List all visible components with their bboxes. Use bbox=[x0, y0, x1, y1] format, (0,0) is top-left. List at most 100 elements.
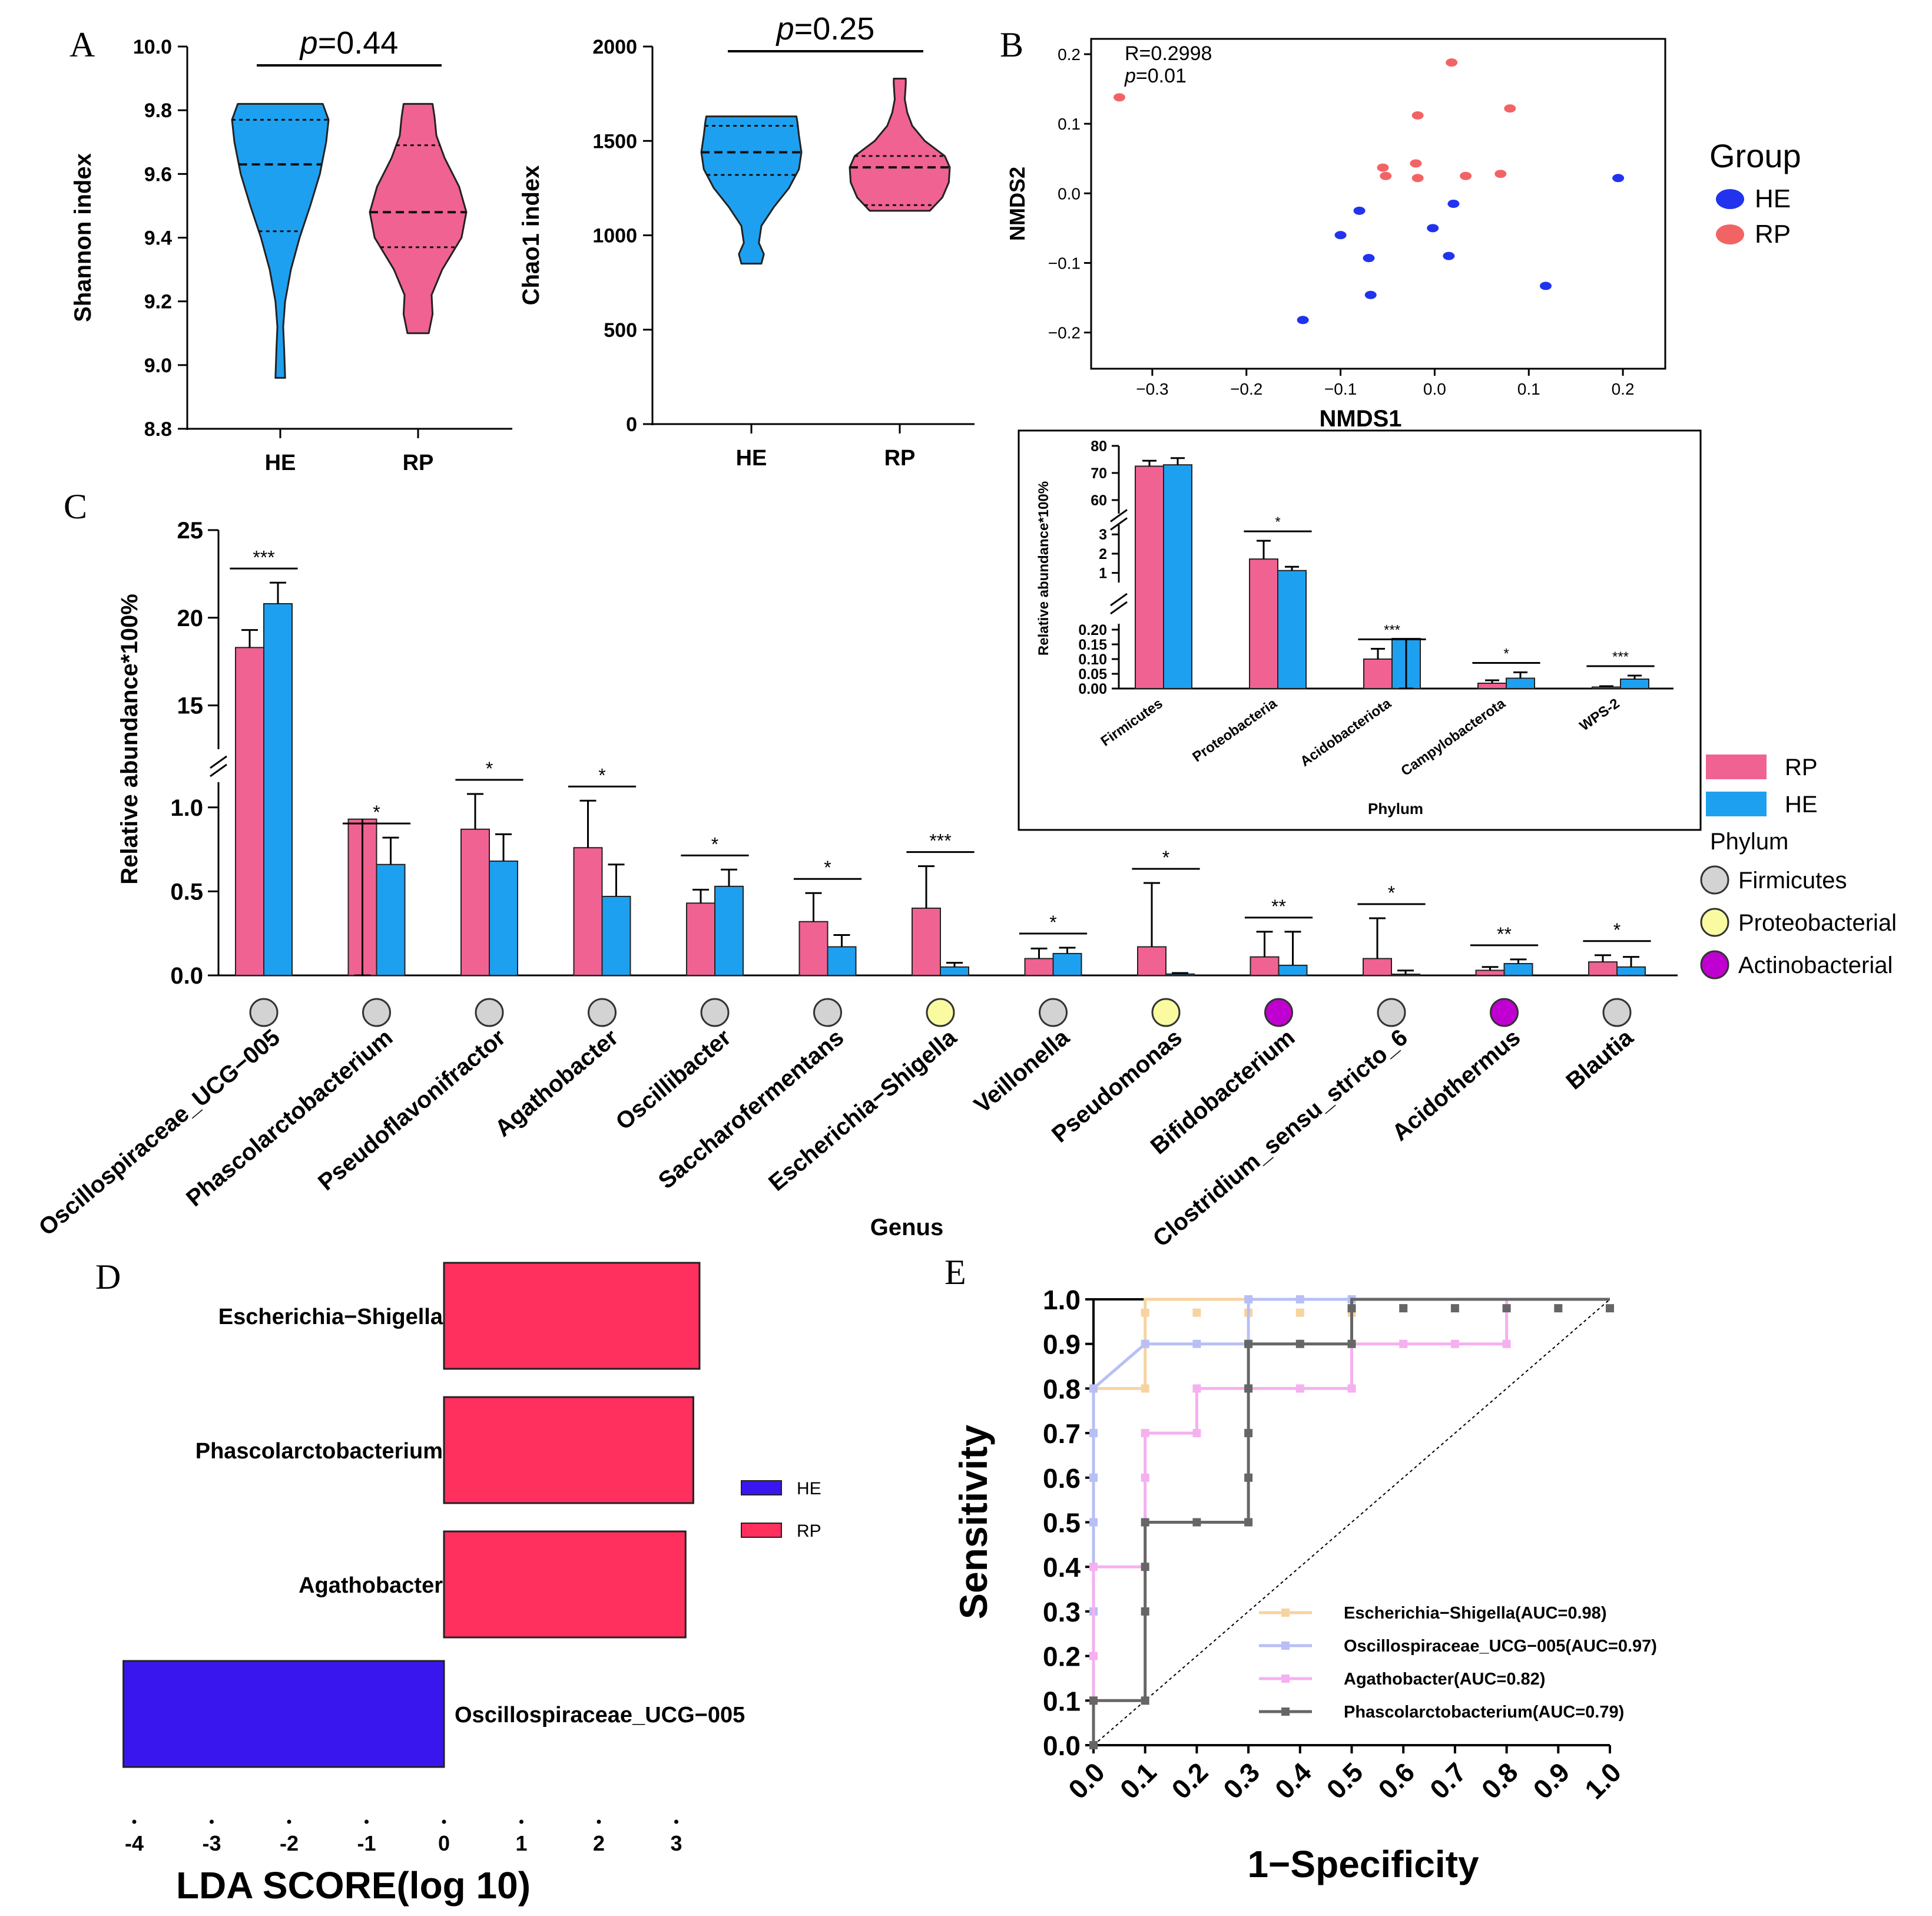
x-axis-label: LDA SCORE(log 10) bbox=[176, 1864, 531, 1907]
roc-marker bbox=[1089, 1563, 1098, 1571]
x-tick-label: 0.2 bbox=[1612, 380, 1635, 398]
phylum-dot bbox=[1602, 998, 1632, 1027]
legend-swatch-he bbox=[1706, 792, 1767, 816]
x-tick-dot bbox=[210, 1819, 214, 1824]
x-tick-label: RP bbox=[403, 451, 434, 475]
p-symbol: p bbox=[1124, 65, 1136, 87]
axis-break-mark bbox=[1110, 601, 1128, 615]
legend-title: Phylum bbox=[1710, 829, 1788, 855]
bar-rp bbox=[1137, 946, 1167, 977]
lda-label: Oscillospiraceae_UCG−005 bbox=[455, 1703, 745, 1728]
y-tick-label: 0.00 bbox=[1078, 681, 1107, 697]
roc-marker bbox=[1347, 1339, 1356, 1348]
bar-rp bbox=[686, 902, 715, 977]
panel-label-b: B bbox=[1000, 25, 1023, 64]
legend-label: Oscillospiraceae_UCG−005(AUC=0.97) bbox=[1344, 1637, 1657, 1656]
point-rp bbox=[1411, 174, 1424, 183]
roc-marker bbox=[1089, 1429, 1098, 1438]
y-tick-label: −0.2 bbox=[1048, 324, 1081, 342]
x-tick-label: RP bbox=[884, 446, 916, 471]
y-tick-label: 10.0 bbox=[133, 36, 172, 58]
roc-marker bbox=[1502, 1339, 1511, 1348]
y-tick-label: 9.0 bbox=[144, 355, 172, 377]
roc-marker bbox=[1192, 1518, 1201, 1527]
phylum-dot bbox=[475, 998, 504, 1027]
bar-rp bbox=[1363, 958, 1392, 977]
roc-marker bbox=[1244, 1473, 1253, 1482]
significance-stars: * bbox=[1162, 847, 1169, 868]
bar-he bbox=[1052, 952, 1082, 977]
roc-marker bbox=[1089, 1518, 1098, 1527]
x-tick-label: 3 bbox=[670, 1831, 682, 1855]
bar-he bbox=[714, 885, 744, 977]
point-rp bbox=[1494, 170, 1507, 178]
legend-dot-proteo bbox=[1700, 908, 1729, 937]
bar-he bbox=[827, 946, 857, 977]
x-tick-dot bbox=[674, 1819, 678, 1824]
x-tick-label: 0.8 bbox=[1476, 1756, 1524, 1805]
point-he bbox=[1540, 282, 1552, 290]
x-tick-label: 0.4 bbox=[1269, 1756, 1317, 1805]
significance-stars: ** bbox=[1497, 924, 1512, 945]
stat-r: R=0.2998 bbox=[1125, 42, 1212, 65]
y-tick-label: 9.2 bbox=[144, 291, 172, 313]
x-tick-dot bbox=[596, 1819, 601, 1824]
roc-marker bbox=[1141, 1563, 1149, 1571]
p-value-label: p=0.44 bbox=[299, 25, 399, 61]
phylum-dot bbox=[249, 998, 279, 1027]
p-value: =0.25 bbox=[794, 11, 875, 47]
point-he bbox=[1447, 200, 1460, 208]
roc-marker bbox=[1089, 1696, 1098, 1705]
phylum-label: Campylobacterota bbox=[1398, 695, 1509, 779]
panel-label-e: E bbox=[945, 1253, 966, 1292]
roc-marker bbox=[1244, 1384, 1253, 1393]
point-he bbox=[1363, 254, 1375, 263]
x-tick-label: -1 bbox=[357, 1831, 376, 1855]
x-tick-label: −0.1 bbox=[1324, 380, 1357, 398]
x-tick-label: -4 bbox=[125, 1831, 144, 1855]
y-axis-label: Shannon index bbox=[70, 153, 96, 322]
roc-marker bbox=[1399, 1339, 1408, 1348]
roc-marker bbox=[1141, 1308, 1149, 1317]
x-tick-label: −0.2 bbox=[1230, 380, 1262, 398]
bar-rp bbox=[1592, 686, 1621, 689]
nmds-scatter-chart: −0.3 −0.2 −0.1 0.0 0.1 0.2 −0.2 −0.1 0.0 0.1 0.2 NM… bbox=[1005, 38, 1801, 432]
bar-he bbox=[1620, 679, 1649, 689]
genus-label: Blautia bbox=[1561, 1024, 1638, 1095]
x-tick-dot bbox=[364, 1819, 369, 1824]
shannon-violin-chart: 8.8 9.0 9.2 9.4 9.6 9.8 10.0 Shannon index HE RP p… bbox=[70, 25, 512, 475]
legend-label: Proteobacterial bbox=[1738, 910, 1897, 936]
bar-he bbox=[263, 603, 293, 976]
y-tick-label: 0.5 bbox=[1043, 1508, 1081, 1538]
y-tick-label: 0.15 bbox=[1078, 637, 1107, 653]
violin-he bbox=[700, 115, 803, 265]
roc-marker bbox=[1089, 1384, 1098, 1393]
y-tick-label: 1 bbox=[1099, 565, 1107, 581]
violin-rp bbox=[369, 102, 468, 335]
legend-marker bbox=[1281, 1642, 1290, 1650]
phylum-dot bbox=[926, 998, 955, 1027]
point-rp bbox=[1380, 171, 1392, 180]
roc-marker bbox=[1295, 1295, 1304, 1303]
roc-marker bbox=[1192, 1429, 1201, 1438]
significance-stars: * bbox=[1388, 882, 1395, 904]
y-tick-label: 2000 bbox=[592, 36, 637, 58]
bar-he bbox=[1503, 963, 1533, 977]
y-tick-label: 0.0 bbox=[170, 963, 203, 989]
y-tick-label: 0.7 bbox=[1043, 1418, 1081, 1449]
significance-stars: * bbox=[486, 758, 493, 779]
y-tick-label: 25 bbox=[177, 518, 204, 544]
axis-break-mark bbox=[210, 763, 227, 777]
x-axis-label: Phylum bbox=[1368, 800, 1423, 818]
phylum-dot bbox=[700, 998, 730, 1027]
point-rp bbox=[1504, 104, 1516, 113]
legend-label: Actinobacterial bbox=[1738, 952, 1893, 978]
legend-dot-he bbox=[1716, 189, 1744, 209]
genus-label: Veillonella bbox=[969, 1024, 1075, 1119]
phylum-dot bbox=[1039, 998, 1068, 1027]
y-tick-label: 70 bbox=[1091, 465, 1107, 482]
lda-bar-rp bbox=[443, 1262, 701, 1370]
